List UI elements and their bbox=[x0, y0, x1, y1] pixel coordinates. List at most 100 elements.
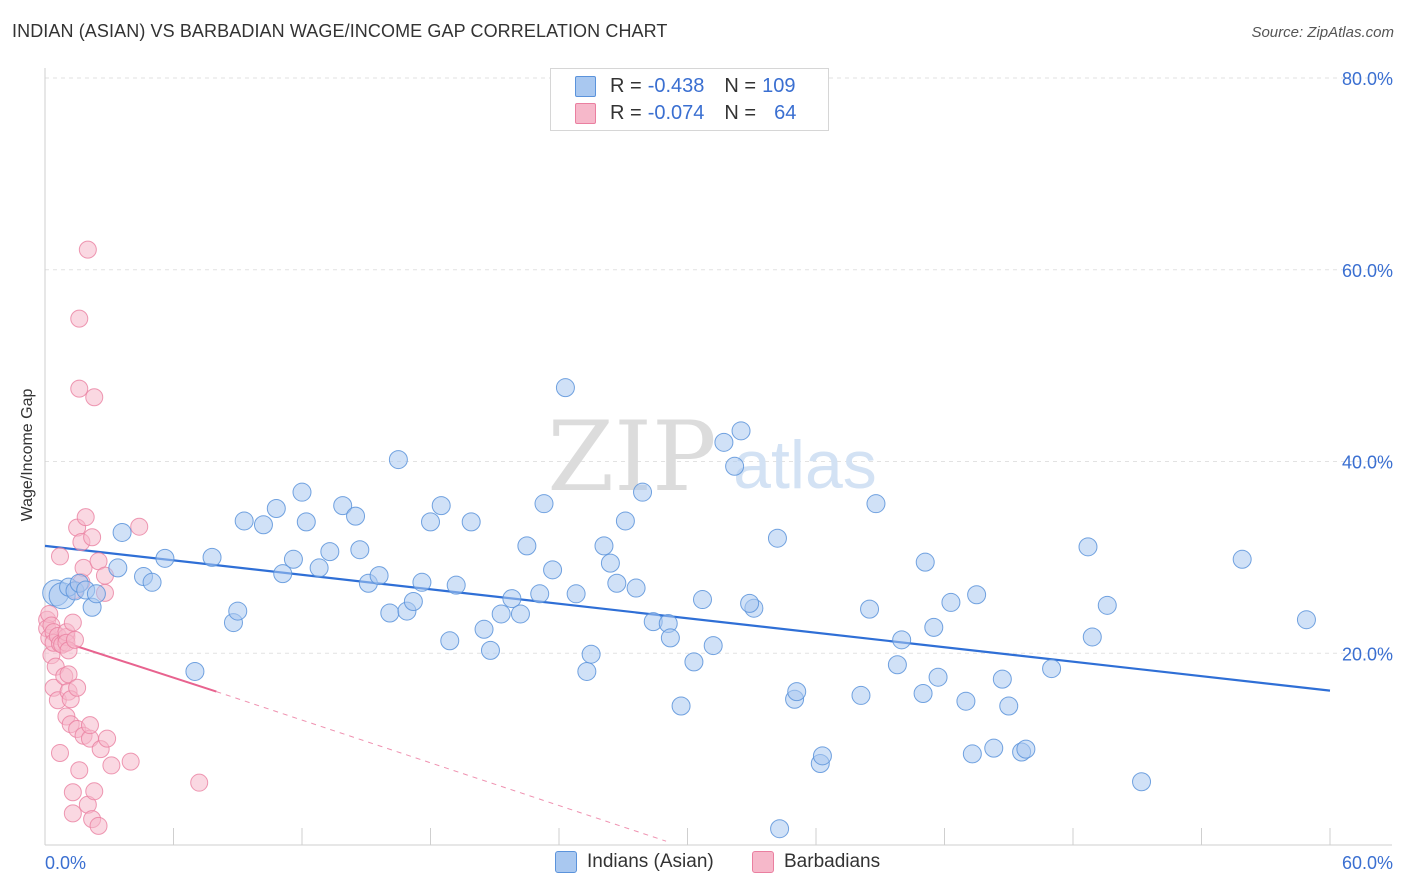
indian-point bbox=[607, 573, 627, 593]
indian-point bbox=[671, 696, 691, 716]
legend-n-label: N = bbox=[724, 74, 757, 97]
y-axis-label: Wage/Income Gap bbox=[19, 388, 36, 522]
indian-point bbox=[1097, 595, 1117, 615]
indian-point bbox=[474, 619, 494, 639]
indian-point bbox=[866, 494, 886, 514]
indian-point bbox=[962, 744, 982, 764]
indian-point bbox=[333, 496, 353, 516]
legend-swatch-barbadians bbox=[575, 102, 596, 124]
bottom-legend-label-barbadians: Barbadians bbox=[784, 851, 881, 872]
indian-point bbox=[112, 522, 132, 542]
grid-lines bbox=[45, 77, 1392, 654]
indian-point bbox=[234, 511, 254, 531]
indian-point bbox=[703, 636, 723, 656]
indian-point bbox=[1132, 772, 1152, 792]
barbadian-point bbox=[63, 613, 82, 632]
barbadian-point bbox=[65, 630, 84, 649]
trend-lines bbox=[44, 544, 1331, 842]
indian-point bbox=[684, 652, 704, 672]
barbadian-trend-extension bbox=[216, 691, 667, 842]
legend-n-value-barbadians: 64 bbox=[774, 101, 797, 124]
indian-point bbox=[725, 456, 745, 476]
legend-r-value-indians: -0.438 bbox=[647, 74, 705, 97]
bottom-legend-swatch-indians bbox=[555, 851, 577, 873]
indian-point bbox=[555, 378, 575, 398]
indian-point bbox=[999, 696, 1019, 716]
watermark-atlas: atlas bbox=[733, 427, 877, 503]
barbadian-point bbox=[63, 783, 82, 802]
barbadian-point bbox=[130, 517, 149, 536]
indian-point bbox=[692, 590, 712, 610]
indian-point bbox=[767, 528, 787, 548]
indian-point bbox=[577, 661, 597, 681]
barbadian-point bbox=[85, 388, 104, 407]
barbadian-point bbox=[70, 309, 89, 328]
bottom-legend-barbadians: Barbadians bbox=[752, 851, 880, 873]
indian-trend-line bbox=[44, 544, 1331, 692]
x-tick-label-min: 0.0% bbox=[45, 853, 86, 873]
indian-point bbox=[480, 640, 500, 660]
x-tick-label-max: 60.0% bbox=[1342, 853, 1393, 873]
indian-point bbox=[380, 603, 400, 623]
barbadian-point bbox=[78, 240, 97, 259]
indian-point bbox=[292, 482, 312, 502]
indian-point bbox=[714, 432, 734, 452]
barbadian-point bbox=[50, 547, 69, 566]
indian-point bbox=[1082, 627, 1102, 647]
barbadian-point bbox=[68, 678, 87, 697]
indian-point bbox=[346, 506, 366, 526]
indian-point bbox=[984, 738, 1004, 758]
indian-point bbox=[309, 558, 329, 578]
indian-point bbox=[851, 685, 871, 705]
indian-point bbox=[202, 547, 222, 567]
indian-point bbox=[924, 617, 944, 637]
indian-point bbox=[887, 655, 907, 675]
indian-point bbox=[615, 511, 635, 531]
legend-row-barbadians: R = -0.074 N = 64 bbox=[575, 101, 796, 125]
indian-point bbox=[543, 560, 563, 580]
indian-point bbox=[510, 604, 530, 624]
indian-point bbox=[530, 584, 550, 604]
indian-point bbox=[1016, 739, 1036, 759]
indian-point bbox=[566, 584, 586, 604]
legend-r-label: R = bbox=[610, 74, 642, 97]
legend-n-value-indians: 109 bbox=[762, 74, 796, 97]
indian-point bbox=[502, 589, 522, 609]
legend-r-label: R = bbox=[610, 101, 642, 124]
barbadian-point bbox=[102, 756, 121, 775]
indian-point bbox=[860, 599, 880, 619]
indian-point bbox=[253, 515, 273, 535]
indian-point bbox=[915, 552, 935, 572]
indian-point bbox=[1232, 549, 1252, 569]
chart-title: INDIAN (ASIAN) VS BARBADIAN WAGE/INCOME … bbox=[12, 21, 668, 41]
bottom-legend-swatch-barbadians bbox=[752, 851, 774, 873]
barbadian-point bbox=[74, 558, 93, 577]
indian-point bbox=[731, 421, 751, 441]
indian-point bbox=[350, 540, 370, 560]
indian-point bbox=[812, 746, 832, 766]
indian-point bbox=[108, 558, 128, 578]
indian-point bbox=[1296, 610, 1316, 630]
legend-n-label: N = bbox=[724, 101, 757, 124]
barbadian-point bbox=[63, 804, 82, 823]
indian-point bbox=[534, 494, 554, 514]
bottom-legend-indians: Indians (Asian) bbox=[555, 851, 714, 873]
indian-point bbox=[155, 548, 175, 568]
indian-point bbox=[388, 450, 408, 470]
indian-point bbox=[517, 536, 537, 556]
indian-point bbox=[142, 572, 162, 592]
indian-point bbox=[928, 667, 948, 687]
barbadian-point bbox=[50, 743, 69, 762]
indian-point bbox=[320, 542, 340, 562]
indian-point bbox=[770, 819, 790, 839]
legend-r-value-barbadians: -0.074 bbox=[647, 101, 705, 124]
indian-point bbox=[892, 630, 912, 650]
barbadian-point bbox=[85, 782, 104, 801]
indian-point bbox=[446, 575, 466, 595]
y-tick-label: 80.0% bbox=[1342, 69, 1393, 89]
y-tick-label: 20.0% bbox=[1342, 644, 1393, 664]
barbadian-point bbox=[190, 773, 209, 792]
indian-point bbox=[491, 604, 511, 624]
indian-point bbox=[440, 631, 460, 651]
correlation-legend: R = -0.438 N = 109 R = -0.074 N = 64 bbox=[550, 68, 829, 131]
